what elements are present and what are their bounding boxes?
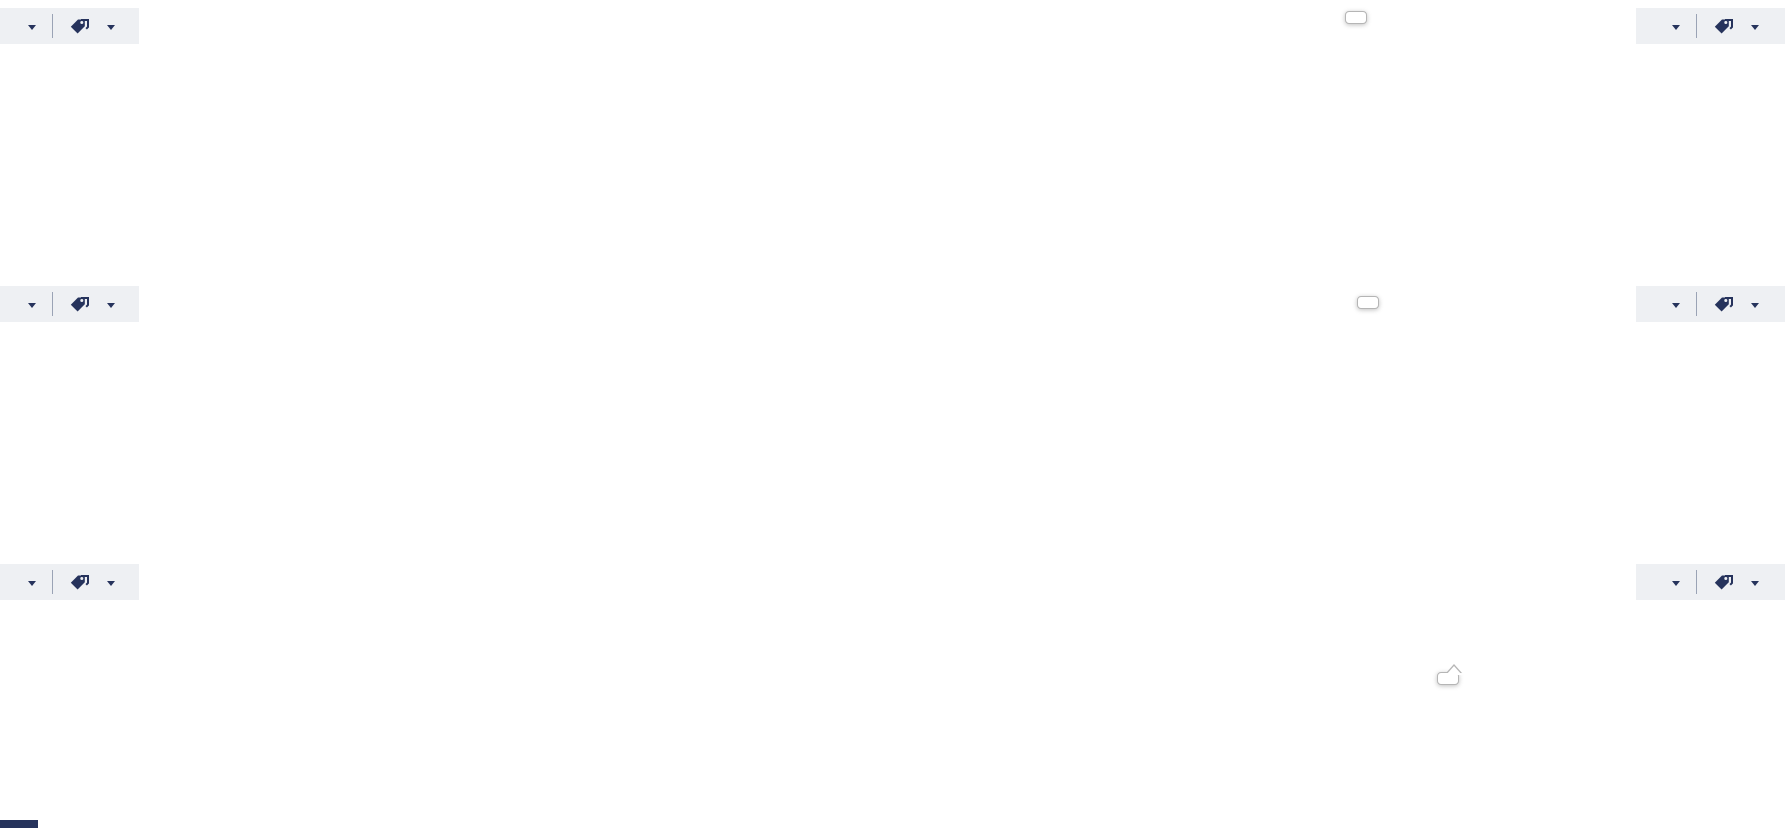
divider (52, 570, 53, 594)
tag-icon (1714, 296, 1733, 311)
chevron-down-icon (28, 303, 36, 308)
egt-tit-panel (0, 0, 1785, 278)
tag-icon (1714, 574, 1733, 589)
egt-right-appearance-dropdown[interactable] (1713, 18, 1759, 35)
divider (52, 14, 53, 38)
chevron-down-icon (107, 25, 115, 30)
tag-icon (70, 296, 89, 311)
ff-panel (0, 556, 1785, 828)
chevron-down-icon (1751, 303, 1759, 308)
chevron-down-icon (28, 581, 36, 586)
ff-tooltip (1437, 664, 1462, 685)
egt-right-controls (1636, 8, 1785, 44)
chevron-down-icon (1751, 25, 1759, 30)
cht-panel (0, 278, 1785, 556)
egt-right-axis-selector[interactable] (1662, 22, 1680, 30)
cht-chart-plot[interactable] (0, 322, 1785, 552)
divider (52, 292, 53, 316)
cht-right-axis-selector[interactable] (1662, 300, 1680, 308)
chevron-down-icon (28, 25, 36, 30)
divider (1696, 292, 1697, 316)
ff-series-selector[interactable] (18, 578, 36, 586)
egt-tooltip (1345, 11, 1367, 24)
ff-appearance-dropdown[interactable] (69, 574, 115, 591)
chevron-down-icon (1672, 303, 1680, 308)
cht-series-selector[interactable] (18, 300, 36, 308)
tag-icon (70, 574, 89, 589)
divider (1696, 570, 1697, 594)
cht-tooltip (1357, 296, 1379, 309)
cht-right-controls (1636, 286, 1785, 322)
chevron-down-icon (1672, 581, 1680, 586)
chevron-down-icon (1751, 581, 1759, 586)
footer-bar-stub (0, 820, 38, 828)
divider (1696, 14, 1697, 38)
egt-left-controls (0, 8, 139, 44)
chevron-down-icon (107, 581, 115, 586)
ff-left-controls (0, 564, 139, 600)
cht-left-controls (0, 286, 139, 322)
egt-series-selector[interactable] (18, 22, 36, 30)
tag-icon (70, 18, 89, 33)
egt-legend (75, 8, 1700, 44)
egt-appearance-dropdown[interactable] (69, 18, 115, 35)
cht-appearance-dropdown[interactable] (69, 296, 115, 313)
cht-right-appearance-dropdown[interactable] (1713, 296, 1759, 313)
ff-chart-plot[interactable] (0, 600, 1785, 828)
ff-right-controls (1636, 564, 1785, 600)
tag-icon (1714, 18, 1733, 33)
ff-right-appearance-dropdown[interactable] (1713, 574, 1759, 591)
cht-legend (75, 286, 1700, 322)
egt-chart-plot[interactable] (0, 44, 1785, 274)
ff-right-axis-selector[interactable] (1662, 578, 1680, 586)
chevron-down-icon (1672, 25, 1680, 30)
chevron-down-icon (107, 303, 115, 308)
